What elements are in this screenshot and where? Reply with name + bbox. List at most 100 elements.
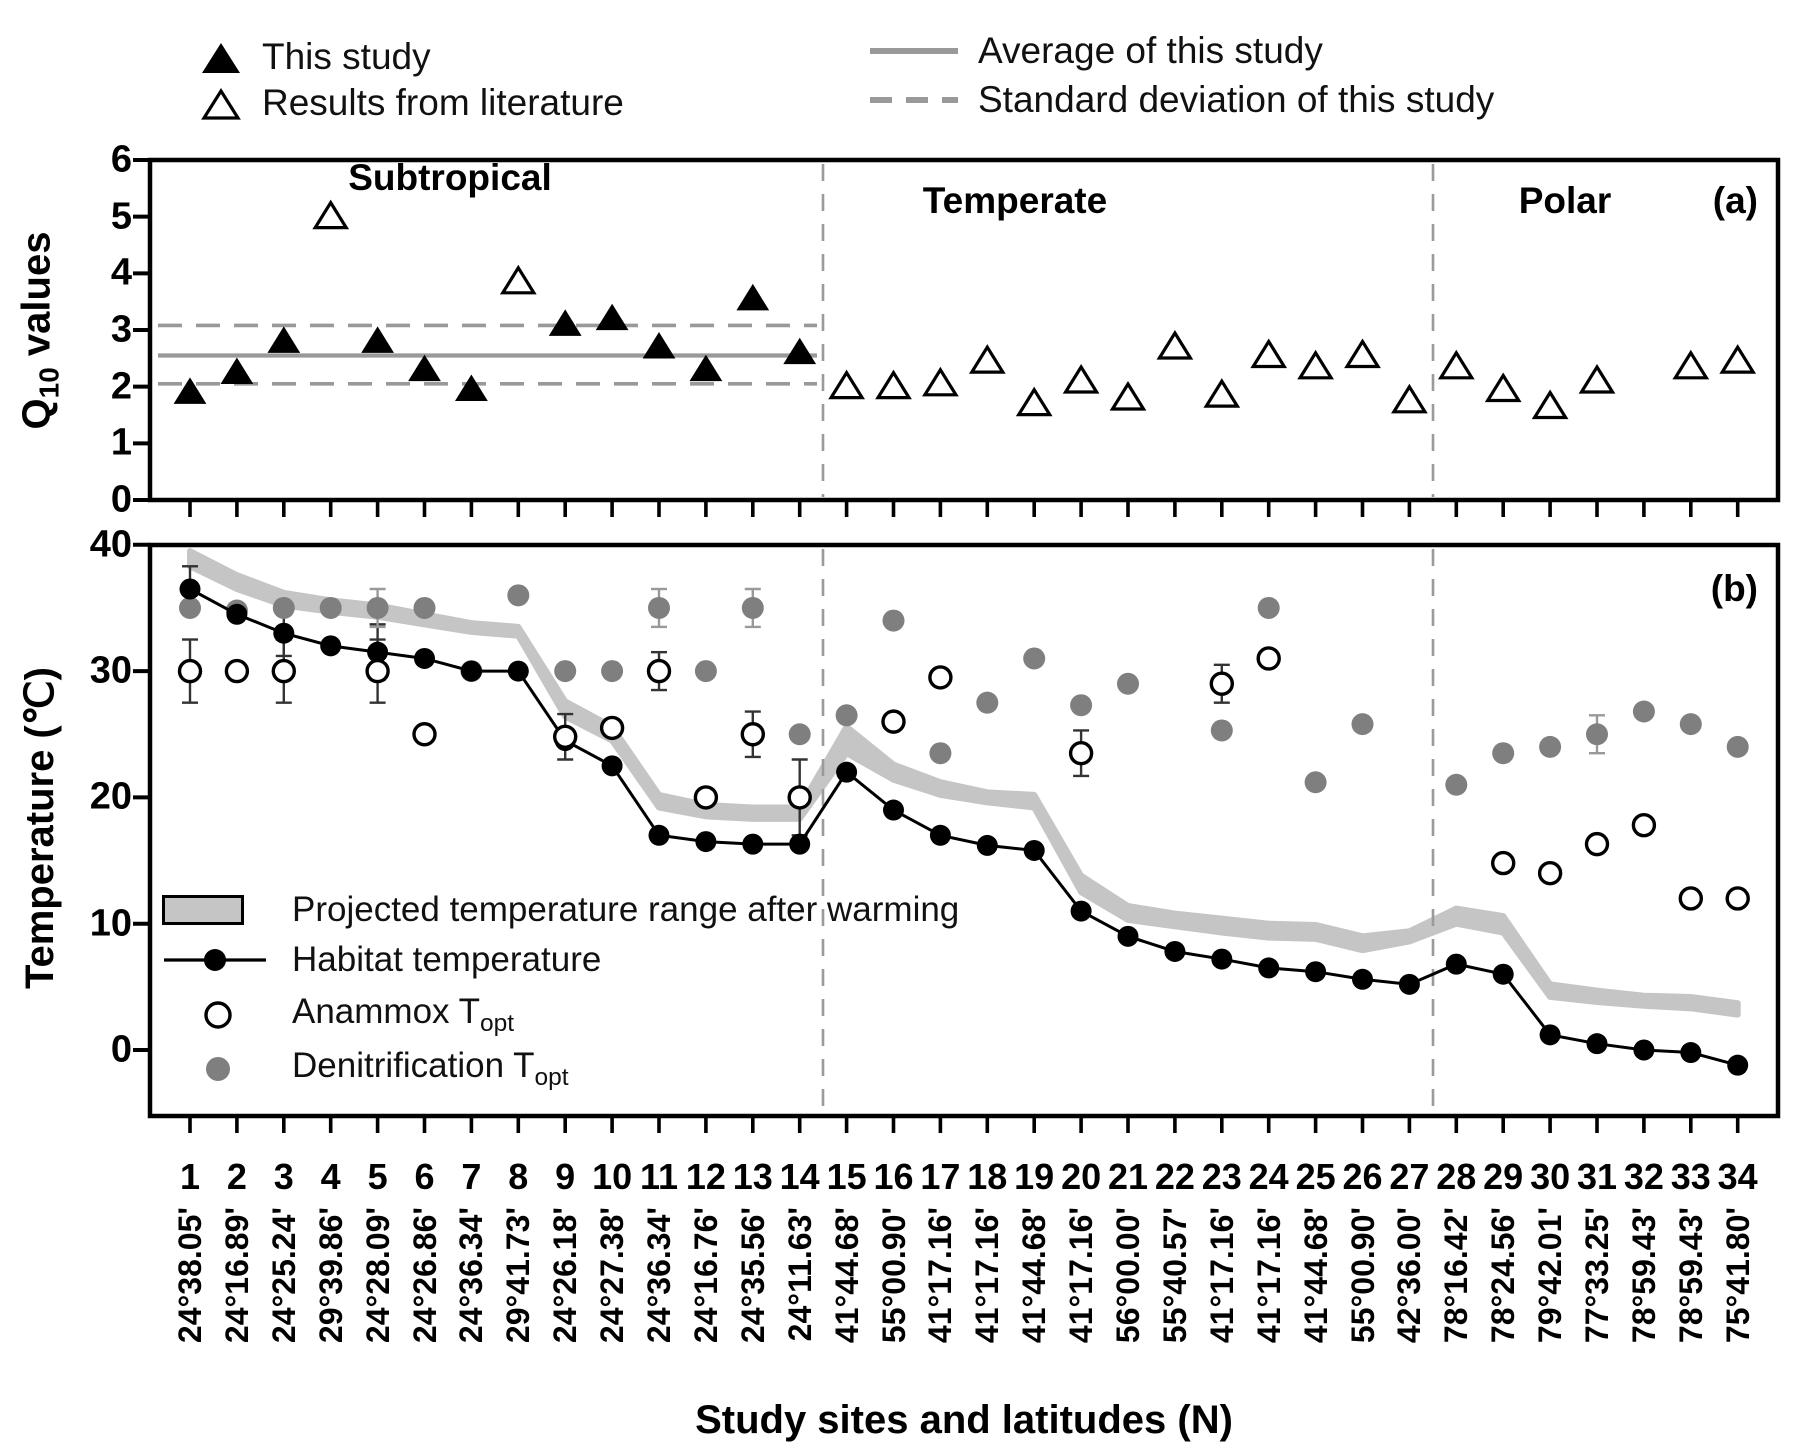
anammox-point xyxy=(365,658,390,684)
site-number: 16 xyxy=(873,1156,914,1197)
q10-literature-point xyxy=(1391,383,1428,414)
denitrification-point xyxy=(366,596,389,619)
q10-this-study-point xyxy=(408,354,441,382)
anammox-point xyxy=(1068,740,1094,766)
legend-stdev-label: Standard deviation of this study xyxy=(978,79,1495,120)
denitrification-point xyxy=(1492,742,1515,765)
habitat-point xyxy=(601,755,623,777)
q10-this-study-point xyxy=(595,303,629,331)
q10-tick-label: 3 xyxy=(110,308,132,351)
site-number: 6 xyxy=(414,1156,435,1197)
denitrification-point xyxy=(648,596,670,619)
habitat-point xyxy=(1117,925,1139,947)
legend-item-stdev: Standard deviation of this study xyxy=(868,79,1494,121)
q10-literature-point xyxy=(828,369,865,400)
site-number: 4 xyxy=(320,1156,341,1197)
q10-tick-label: 1 xyxy=(110,421,132,464)
latitude-label: 55°40.57' xyxy=(1156,1207,1193,1344)
latitude-label: 24°35.56' xyxy=(734,1207,771,1344)
site-number: 9 xyxy=(555,1156,576,1197)
site-number: 8 xyxy=(508,1156,529,1197)
q10-axis-title: Q10 values xyxy=(14,231,65,430)
anammox-point xyxy=(693,785,719,810)
anammox-point xyxy=(1631,812,1657,838)
site-number: 31 xyxy=(1576,1156,1618,1197)
site-number: 26 xyxy=(1342,1156,1383,1197)
habitat-point xyxy=(1023,839,1045,861)
latitude-label: 24°16.89' xyxy=(218,1207,255,1344)
region-label-polar: Polar xyxy=(1518,180,1612,221)
latitude-label: 77°33.25' xyxy=(1579,1207,1615,1344)
anammox-point xyxy=(928,665,953,690)
q10-this-study-point xyxy=(689,354,723,382)
latitude-label: 56°00.00' xyxy=(1110,1207,1146,1344)
denitrification-point xyxy=(1726,735,1749,758)
q10-literature-point xyxy=(1578,363,1616,394)
legend-denitrification-label: Denitrification Topt xyxy=(292,1046,569,1091)
site-number: 30 xyxy=(1530,1156,1571,1197)
panel-b-border xyxy=(147,542,1781,1119)
habitat-point xyxy=(1398,973,1420,995)
latitude-label: 24°38.05' xyxy=(172,1207,208,1344)
site-number: 19 xyxy=(1014,1156,1055,1197)
habitat-point xyxy=(1445,953,1467,975)
habitat-point xyxy=(1258,957,1280,979)
latitude-label: 55°00.90' xyxy=(1344,1207,1381,1344)
site-number: 28 xyxy=(1436,1156,1477,1197)
denitrification-point xyxy=(1117,672,1139,695)
anammox-point xyxy=(1209,671,1235,696)
temp-tick-label: 0 xyxy=(110,1028,132,1071)
site-number: 12 xyxy=(685,1156,726,1197)
q10-literature-point xyxy=(1719,344,1757,374)
denitrification-point xyxy=(882,609,905,632)
site-number: 10 xyxy=(592,1156,633,1197)
habitat-point xyxy=(320,635,342,657)
solid-line-icon xyxy=(870,48,958,54)
q10-this-study-point xyxy=(220,357,254,384)
anammox-point xyxy=(881,709,906,734)
anammox-point xyxy=(553,724,578,749)
q10-literature-point xyxy=(312,199,350,230)
latitude-label: 75°41.80' xyxy=(1719,1207,1756,1344)
legend-anammox-label: Anammox Topt xyxy=(292,992,515,1037)
legend-habitat-label: Habitat temperature xyxy=(292,940,602,979)
habitat-point xyxy=(1727,1054,1749,1076)
site-number: 14 xyxy=(779,1156,820,1197)
q10-literature-point xyxy=(499,264,537,295)
anammox-point xyxy=(599,715,625,741)
legend-item-projected-range: Projected temperature range after warmin… xyxy=(162,890,959,930)
habitat-point xyxy=(1539,1024,1561,1046)
region-label-temperate: Temperate xyxy=(922,180,1108,221)
denitrification-point xyxy=(1586,723,1608,746)
q10-literature-point xyxy=(1344,338,1381,369)
habitat-point xyxy=(1633,1039,1655,1061)
latitude-label: 24°25.24' xyxy=(265,1207,302,1344)
region-label-subtropical: Subtropical xyxy=(348,157,552,198)
q10-tick-label: 4 xyxy=(110,251,132,294)
legend-item-this-study: This study xyxy=(198,36,431,78)
latitude-label: 79°42.01' xyxy=(1532,1207,1569,1344)
anammox-point xyxy=(787,785,812,810)
habitat-line-icon xyxy=(164,949,266,971)
site-number: 18 xyxy=(967,1156,1008,1197)
site-number: 25 xyxy=(1295,1156,1336,1197)
denitrification-point xyxy=(1445,773,1468,796)
denitrification-point xyxy=(413,596,436,619)
denitrification-point xyxy=(1257,596,1280,619)
latitude-label: 41°17.16' xyxy=(1203,1207,1240,1344)
habitat-point xyxy=(695,831,717,853)
denitrification-point xyxy=(179,596,201,619)
q10-this-study-point xyxy=(642,332,676,359)
habitat-point xyxy=(367,641,389,663)
open-triangle-icon xyxy=(201,87,241,120)
legend-this-study-label: This study xyxy=(262,36,431,77)
q10-this-study-point xyxy=(548,309,582,336)
q10-this-study-point xyxy=(783,337,817,365)
legend-item-literature: Results from literature xyxy=(198,82,624,124)
habitat-point xyxy=(648,824,670,846)
latitude-label: 42°36.00' xyxy=(1391,1207,1428,1344)
denitrification-point xyxy=(694,660,717,683)
denitrification-point xyxy=(601,660,624,683)
denitrification-point xyxy=(1023,647,1046,670)
